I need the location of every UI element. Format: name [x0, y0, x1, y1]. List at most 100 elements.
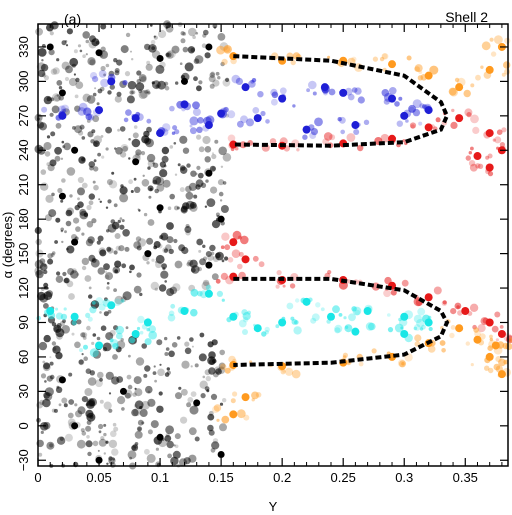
black-point [105, 63, 110, 68]
orange-point [480, 65, 484, 69]
black-point [71, 422, 79, 430]
blue-point [271, 91, 279, 99]
black-point [113, 288, 117, 292]
black-point [108, 456, 113, 461]
blue-point [270, 88, 278, 96]
orange-point [441, 348, 446, 353]
black-point [128, 157, 131, 160]
black-point [210, 186, 218, 194]
black-point [70, 270, 79, 279]
black-point [131, 408, 139, 417]
black-point [98, 423, 104, 430]
black-point [81, 157, 86, 162]
orange-point [414, 334, 422, 342]
black-point [113, 458, 116, 461]
cyan-point [229, 312, 238, 321]
orange-point [470, 83, 475, 88]
orange-point [487, 345, 494, 352]
black-point [51, 408, 56, 413]
orange-point [290, 59, 296, 66]
black-point [167, 206, 172, 210]
red-point [485, 318, 494, 327]
black-point [191, 345, 194, 348]
black-point [166, 288, 175, 297]
x-tick-label: 0 [34, 470, 41, 485]
black-point [184, 347, 192, 355]
black-point [103, 401, 112, 410]
black-point [174, 444, 179, 449]
black-point [77, 406, 86, 415]
black-point [116, 340, 126, 350]
black-point [214, 366, 222, 374]
black-point [160, 166, 165, 170]
black-point [182, 147, 190, 154]
black-point [186, 402, 192, 408]
black-point [100, 436, 105, 441]
black-point [126, 95, 135, 104]
orange-point [291, 369, 301, 379]
black-point [56, 333, 63, 340]
black-point [93, 135, 102, 144]
blue-point [58, 105, 66, 114]
blue-point [310, 128, 318, 136]
red-point [487, 153, 493, 159]
red-point [237, 263, 243, 270]
black-point [106, 229, 110, 233]
orange-point [473, 327, 479, 333]
y-tick-label: 180 [16, 208, 31, 230]
orange-point [232, 391, 238, 397]
black-point [129, 264, 135, 271]
black-point [174, 205, 179, 211]
black-point [195, 32, 199, 35]
red-point [451, 108, 455, 113]
black-point [93, 166, 99, 172]
cyan-point [275, 324, 280, 329]
orange-point [342, 352, 348, 358]
orange-point [236, 409, 246, 419]
orange-point [497, 370, 506, 379]
black-point [194, 55, 204, 64]
black-point [75, 410, 83, 418]
black-point [38, 452, 43, 457]
black-point [208, 367, 216, 375]
black-point [56, 436, 66, 445]
black-point [205, 43, 213, 51]
red-point [401, 279, 409, 287]
black-point [169, 286, 178, 295]
red-point [388, 134, 397, 143]
blue-point [83, 107, 92, 116]
red-point [240, 235, 249, 245]
blue-point [235, 77, 243, 85]
blue-point [424, 106, 433, 115]
black-point [164, 372, 170, 377]
black-point [47, 164, 55, 172]
black-point [184, 62, 194, 72]
black-point [86, 221, 94, 228]
red-point [435, 117, 441, 123]
red-point [258, 261, 265, 268]
black-point [210, 393, 218, 400]
orange-point [255, 392, 262, 398]
blue-point [251, 78, 257, 83]
black-point [162, 267, 166, 271]
black-point [217, 33, 226, 41]
black-point [173, 142, 177, 145]
cyan-point [310, 317, 317, 324]
black-point [67, 412, 74, 419]
black-point [56, 58, 60, 62]
cyan-point [79, 348, 83, 353]
black-point [215, 71, 220, 76]
y-tick-label: 90 [16, 315, 31, 329]
black-point [205, 251, 212, 257]
red-point [410, 124, 415, 129]
black-point [85, 53, 88, 56]
black-point [128, 179, 134, 185]
black-point [186, 163, 191, 168]
black-point [53, 408, 58, 413]
black-point [84, 275, 92, 282]
black-point [51, 341, 57, 346]
black-point [207, 424, 214, 432]
black-point [58, 403, 62, 407]
black-point [97, 152, 101, 157]
black-point [62, 271, 67, 277]
